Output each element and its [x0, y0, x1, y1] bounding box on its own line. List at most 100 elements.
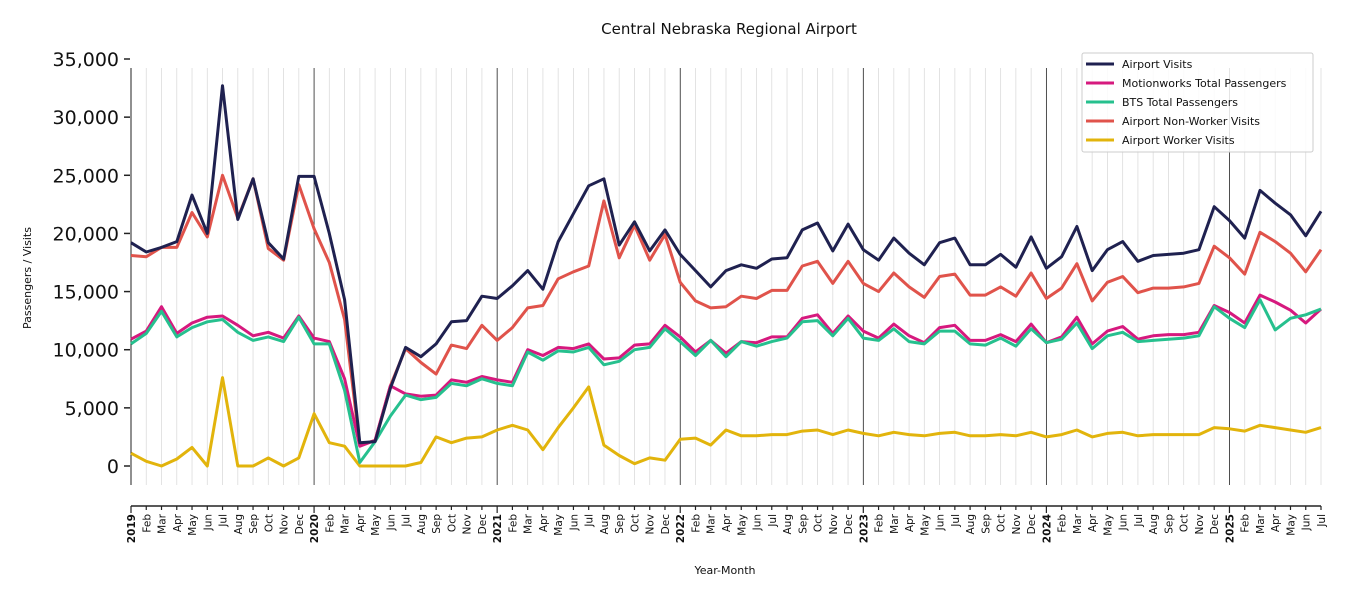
x-tick-month-label: May — [1102, 514, 1114, 536]
x-tick-month-label: Nov — [645, 514, 657, 535]
series-line-airport-worker-visits — [130, 376, 1322, 468]
series-line-airport-non-worker-visits — [130, 173, 1323, 447]
x-tick-month-label: Mar — [706, 513, 718, 533]
x-tick-month-label: May — [370, 514, 382, 536]
x-tick-month-label: Nov — [1194, 514, 1206, 535]
x-tick-month-label: Jun — [1301, 514, 1313, 531]
x-tick-month-label: Jul — [950, 514, 962, 528]
x-tick-month-label: May — [736, 514, 748, 536]
x-tick-month-label: Jun — [752, 514, 764, 531]
x-tick-year-label: 2020 — [309, 514, 321, 543]
x-tick-month-label: Dec — [843, 514, 855, 535]
x-tick-month-label: Aug — [782, 514, 794, 535]
gridlines — [130, 68, 1322, 485]
x-tick-month-label: Jul — [401, 514, 413, 528]
x-tick-month-label: Mar — [1255, 513, 1267, 533]
x-tick-month-label: Aug — [965, 514, 977, 535]
x-tick-month-label: May — [187, 514, 199, 536]
x-tick-month-label: Aug — [1148, 514, 1160, 535]
x-tick-month-label: Sep — [1163, 514, 1175, 534]
x-tick-month-label: Feb — [874, 514, 886, 533]
x-tick-month-label: Feb — [1240, 514, 1252, 533]
x-tick-month-label: Nov — [828, 514, 840, 535]
x-tick-month-label: Apr — [355, 513, 367, 532]
y-tick-label: 20,000 — [53, 223, 119, 245]
x-tick-month-label: Apr — [721, 513, 733, 532]
y-tick-label: 25,000 — [53, 165, 119, 187]
x-tick-year-label: 2021 — [492, 514, 504, 543]
legend-label: Airport Non-Worker Visits — [1122, 115, 1260, 128]
x-tick-month-label: Apr — [1270, 513, 1282, 532]
x-tick-month-label: Mar — [889, 513, 901, 533]
x-tick-month-label: May — [1285, 514, 1297, 536]
legend-box — [1081, 52, 1314, 153]
x-tick-month-label: Apr — [904, 513, 916, 532]
x-tick-month-label: Oct — [629, 514, 641, 532]
x-tick-month-label: Aug — [416, 514, 428, 535]
x-tick-month-label: Oct — [1179, 514, 1191, 532]
x-tick-year-label: 2025 — [1224, 514, 1236, 543]
x-axis-label: Year-Month — [693, 564, 755, 577]
x-tick-month-label: Sep — [248, 514, 260, 534]
series-line-bts-total-passengers — [130, 298, 1322, 464]
chart-title: Central Nebraska Regional Airport — [601, 20, 857, 38]
series-line-airport-visits — [130, 84, 1323, 445]
x-tick-month-label: Sep — [980, 514, 992, 534]
x-tick-month-label: Nov — [279, 514, 291, 535]
y-tick-label: 5,000 — [65, 398, 119, 420]
x-tick-month-label: Nov — [462, 514, 474, 535]
x-tick-month-label: Jun — [202, 514, 214, 531]
x-tick-month-label: Oct — [996, 514, 1008, 532]
x-tick-year-label: 2022 — [675, 514, 687, 543]
x-tick-month-label: Jun — [568, 514, 580, 531]
x-tick-month-label: Nov — [1011, 514, 1023, 535]
x-tick-month-label: Aug — [233, 514, 245, 535]
x-tick-month-label: May — [553, 514, 565, 536]
x-tick-month-label: Mar — [340, 513, 352, 533]
x-tick-month-label: Dec — [1209, 514, 1221, 535]
x-tick-month-label: Sep — [431, 514, 443, 534]
series-line-motionworks-total-passengers — [130, 293, 1323, 448]
x-tick-month-label: Oct — [263, 514, 275, 532]
x-tick-month-label: Mar — [157, 513, 169, 533]
x-tick-month-label: Sep — [797, 514, 809, 534]
x-tick-month-label: Jun — [1118, 514, 1130, 531]
legend: Airport Visits Motionworks Total Passenge… — [1081, 52, 1314, 153]
x-tick-month-label: Jul — [767, 514, 779, 528]
x-tick-month-label: Apr — [172, 513, 184, 532]
x-tick-month-label: Dec — [660, 514, 672, 535]
x-tick-month-label: Feb — [1057, 514, 1069, 533]
x-tick-month-label: Mar — [523, 513, 535, 533]
x-tick-month-label: Dec — [294, 514, 306, 535]
x-tick-year-label: 2019 — [126, 514, 138, 543]
y-axis-label: Passengers / Visits — [21, 227, 34, 329]
y-tick-label: 0 — [107, 456, 119, 478]
legend-label: BTS Total Passengers — [1122, 96, 1238, 109]
x-axis: 2019 Feb Mar Apr May Jun Jul Aug Sep Oct Nov Dec 202… — [126, 505, 1328, 543]
x-tick-month-label: May — [919, 514, 931, 536]
x-tick-month-label: Jul — [1316, 514, 1328, 528]
x-tick-month-label: Jun — [385, 514, 397, 531]
series-lines — [130, 84, 1323, 468]
x-tick-month-label: Jul — [218, 514, 230, 528]
legend-label: Motionworks Total Passengers — [1122, 77, 1287, 90]
x-tick-month-label: Jul — [584, 514, 596, 528]
y-tick-label: 10,000 — [53, 340, 119, 362]
legend-label: Airport Visits — [1122, 58, 1193, 71]
x-tick-year-label: 2024 — [1041, 514, 1053, 543]
x-tick-month-label: Apr — [1087, 513, 1099, 532]
y-axis: 0 5,000 10,000 15,000 20,000 25,000 30,000 35,0… — [53, 49, 132, 485]
x-tick-month-label: Oct — [446, 514, 458, 532]
legend-label: Airport Worker Visits — [1122, 134, 1235, 147]
x-tick-month-label: Jun — [935, 514, 947, 531]
x-tick-month-label: Sep — [614, 514, 626, 534]
x-tick-month-label: Oct — [813, 514, 825, 532]
x-tick-month-label: Feb — [507, 514, 519, 533]
x-tick-month-label: Apr — [538, 513, 550, 532]
x-tick-month-label: Jul — [1133, 514, 1145, 528]
x-tick-month-label: Aug — [599, 514, 611, 535]
x-tick-month-label: Dec — [1026, 514, 1038, 535]
x-tick-month-label: Feb — [690, 514, 702, 533]
x-tick-month-label: Dec — [477, 514, 489, 535]
